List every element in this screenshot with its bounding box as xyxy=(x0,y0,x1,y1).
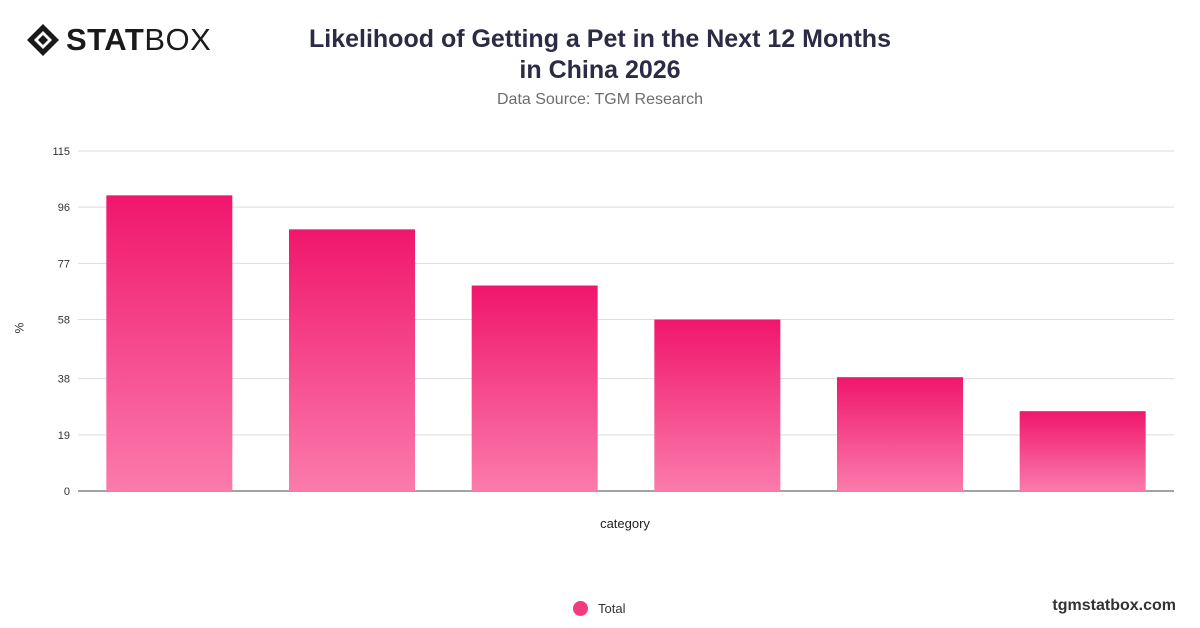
statbox-diamond-icon xyxy=(27,24,59,56)
y-tick-label: 58 xyxy=(58,315,70,327)
logo-wordmark: STATBOX xyxy=(66,23,211,57)
bar-4[interactable] xyxy=(654,319,781,491)
y-tick-label: 115 xyxy=(52,146,70,158)
y-tick-label: 77 xyxy=(58,258,70,270)
y-tick-label: 19 xyxy=(58,430,70,442)
chart-title: Likelihood of Getting a Pet in the Next … xyxy=(309,25,891,84)
y-tick-label: 0 xyxy=(64,486,70,498)
logo-wordmark-light: BOX xyxy=(144,22,212,57)
bar-3[interactable] xyxy=(471,285,598,491)
legend[interactable]: Total xyxy=(573,601,625,616)
logo-wordmark-bold: STAT xyxy=(66,22,145,57)
y-tick-label: 38 xyxy=(58,374,70,386)
bar-5[interactable] xyxy=(837,377,963,491)
bar-6[interactable] xyxy=(1019,411,1146,491)
bar-2[interactable] xyxy=(289,229,415,491)
x-axis-label: category xyxy=(600,516,650,531)
chart-subtitle: Data Source: TGM Research xyxy=(496,91,703,108)
legend-marker xyxy=(573,601,588,616)
legend-label-total: Total xyxy=(598,601,626,616)
y-axis-label: % xyxy=(12,322,27,334)
statbox-logo: STATBOX xyxy=(26,22,211,58)
bar-1[interactable] xyxy=(106,195,233,491)
y-tick-label: 96 xyxy=(58,202,70,214)
site-url: tgmstatbox.com xyxy=(1052,597,1176,614)
